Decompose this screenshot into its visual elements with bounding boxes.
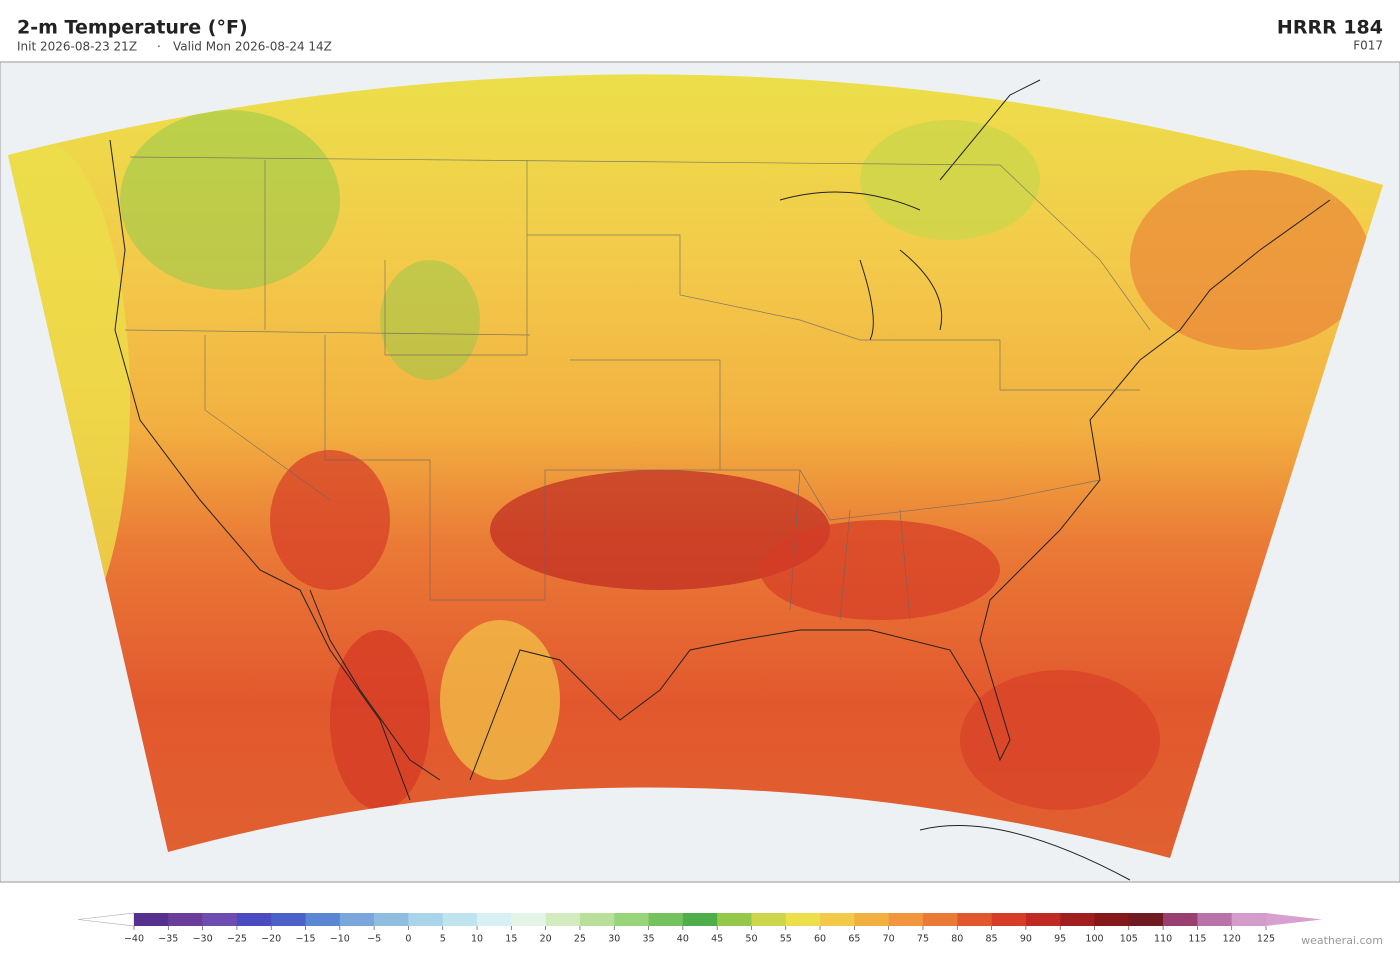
colorbar-swatch	[545, 913, 581, 926]
colorbar-swatch	[1128, 913, 1164, 926]
colorbar-swatch	[511, 913, 546, 926]
colorbar-tick-label: 40	[677, 934, 689, 945]
colorbar-swatch	[682, 913, 718, 926]
colorbar-swatch	[1231, 913, 1267, 926]
colorbar-swatch	[202, 913, 238, 926]
colorbar-swatch	[820, 913, 855, 926]
colorbar-swatch	[134, 913, 169, 926]
colorbar-swatch	[408, 913, 444, 926]
colorbar-tick-label: 10	[471, 934, 483, 945]
title: 2-m Temperature (°F)	[17, 17, 248, 39]
field-hot	[490, 470, 830, 590]
field-cool	[120, 110, 340, 290]
field-mild	[440, 620, 560, 780]
field-warm	[1130, 170, 1370, 350]
colorbar-tick-label: 100	[1085, 934, 1103, 945]
colorbar-swatch	[1025, 913, 1061, 926]
colorbar-tick-label: −35	[158, 934, 178, 945]
colorbar-tick-label: 105	[1120, 934, 1138, 945]
colorbar-swatch	[1060, 913, 1095, 926]
map	[0, 61, 1400, 883]
field-hot	[270, 450, 390, 590]
colorbar-tick-label: −5	[367, 934, 381, 945]
colorbar-tick-label: 85	[986, 934, 998, 945]
colorbar-swatch	[751, 913, 787, 926]
model-name: HRRR 184	[1277, 17, 1383, 39]
colorbar-swatch	[785, 913, 821, 926]
colorbar-tick-label: 80	[951, 934, 963, 945]
colorbar-swatch	[717, 913, 752, 926]
colorbar-tick-label: −30	[193, 934, 213, 945]
colorbar-tick-label: −20	[261, 934, 281, 945]
colorbar-tick-label: 90	[1020, 934, 1032, 945]
colorbar-swatch	[614, 913, 649, 926]
colorbar-tick-label: 0	[405, 934, 411, 945]
colorbar-tick-label: 25	[574, 934, 586, 945]
colorbar-swatch	[477, 913, 512, 926]
colorbar-swatch	[648, 913, 684, 926]
field-hot	[760, 520, 1000, 620]
colorbar-swatch	[374, 913, 409, 926]
colorbar-under	[77, 912, 135, 927]
colorbar-tick-label: 55	[780, 934, 792, 945]
colorbar-tick-label: 65	[848, 934, 860, 945]
colorbar-swatch	[271, 913, 306, 926]
field-hot	[960, 670, 1160, 810]
colorbar-tick-label: 5	[440, 934, 446, 945]
forecast-hour: F017	[1353, 39, 1383, 53]
colorbar-swatch	[922, 913, 958, 926]
separator: ·	[157, 40, 161, 54]
colorbar-swatch	[991, 913, 1027, 926]
colorbar-tick-label: 120	[1223, 934, 1241, 945]
colorbar-tick-label: 20	[540, 934, 552, 945]
colorbar-swatch	[305, 913, 341, 926]
colorbar-tick-label: 115	[1188, 934, 1206, 945]
colorbar-swatch	[854, 913, 889, 926]
colorbar-swatch	[1197, 913, 1232, 926]
watermark: weatherai.com	[1301, 934, 1383, 947]
coastlines	[109, 79, 1331, 881]
colorbar-swatch	[957, 913, 992, 926]
colorbar-swatch	[168, 913, 203, 926]
colorbar-swatch	[888, 913, 924, 926]
colorbar-swatch	[1094, 913, 1130, 926]
colorbar-over	[1266, 913, 1322, 926]
colorbar-tick-label: 125	[1257, 934, 1275, 945]
field-cool	[380, 260, 480, 380]
colorbar-swatch	[442, 913, 478, 926]
colorbar-tick-label: 95	[1054, 934, 1066, 945]
colorbar-swatch	[339, 913, 375, 926]
colorbar-tick-label: 110	[1154, 934, 1172, 945]
colorbar-tick-label: −40	[124, 934, 144, 945]
valid-time: Valid Mon 2026-08-24 14Z	[173, 40, 332, 54]
colorbar-swatch	[236, 913, 272, 926]
colorbar-tick-label: 45	[711, 934, 723, 945]
colorbar-swatch	[579, 913, 615, 926]
colorbar-tick-label: −10	[330, 934, 350, 945]
colorbar-swatch	[1163, 913, 1198, 926]
init-time: Init 2026-08-23 21Z	[17, 40, 137, 54]
colorbar-tick-label: 60	[814, 934, 826, 945]
colorbar-tick-label: 75	[917, 934, 929, 945]
colorbar-tick-label: 30	[608, 934, 620, 945]
colorbar-tick-label: 15	[505, 934, 517, 945]
field-cool	[860, 120, 1040, 240]
borders	[124, 156, 1151, 621]
colorbar-tick-label: 70	[883, 934, 895, 945]
colorbar-tick-label: 35	[642, 934, 654, 945]
colorbar-tick-label: −15	[295, 934, 315, 945]
colorbar-tick-label: −25	[227, 934, 247, 945]
colorbar-tick-label: 50	[745, 934, 757, 945]
